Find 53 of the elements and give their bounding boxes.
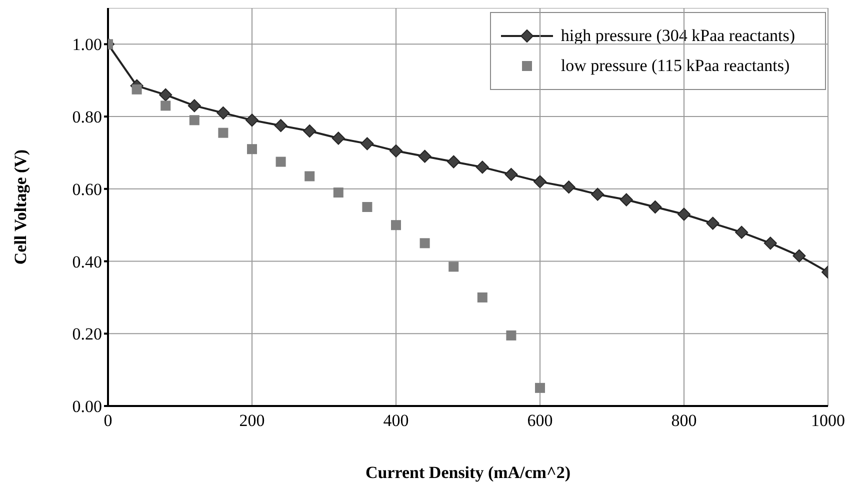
x-tick-label: 0 bbox=[104, 411, 112, 430]
point bbox=[620, 193, 633, 206]
x-tick-label: 800 bbox=[671, 411, 697, 430]
point bbox=[333, 188, 344, 198]
point bbox=[678, 208, 690, 221]
y-tick-label: 0.40 bbox=[72, 252, 102, 272]
point bbox=[735, 226, 748, 239]
y-tick-label: 0.80 bbox=[72, 108, 102, 127]
point bbox=[303, 124, 316, 138]
point bbox=[360, 137, 374, 150]
point bbox=[276, 156, 286, 167]
point bbox=[447, 155, 460, 168]
x-tick-label: 200 bbox=[239, 411, 265, 430]
x-tick-label: 400 bbox=[383, 411, 409, 430]
point bbox=[448, 262, 459, 272]
point bbox=[418, 150, 432, 163]
point bbox=[332, 132, 345, 145]
x-tick-label: 600 bbox=[527, 411, 553, 430]
point bbox=[506, 330, 516, 340]
point bbox=[764, 236, 777, 250]
point bbox=[216, 106, 230, 120]
point bbox=[159, 88, 172, 102]
point bbox=[420, 238, 430, 248]
x-tick-label: 1000 bbox=[811, 411, 845, 430]
point bbox=[362, 202, 372, 212]
point bbox=[535, 382, 545, 393]
y-tick-label: 0.00 bbox=[72, 397, 102, 416]
point bbox=[189, 115, 200, 126]
point bbox=[534, 175, 546, 188]
point bbox=[304, 171, 315, 182]
point bbox=[160, 100, 171, 111]
point bbox=[792, 249, 806, 262]
point bbox=[706, 216, 720, 230]
y-tick-label: 0.20 bbox=[72, 324, 102, 344]
point bbox=[247, 144, 257, 154]
point bbox=[391, 220, 401, 230]
y-tick-label: 1.00 bbox=[72, 35, 102, 54]
point bbox=[188, 99, 201, 112]
point bbox=[274, 119, 288, 132]
point bbox=[562, 180, 576, 194]
point bbox=[477, 292, 488, 302]
y-tick-label: 0.60 bbox=[72, 180, 102, 199]
point bbox=[504, 168, 518, 181]
point bbox=[246, 114, 258, 127]
point bbox=[218, 128, 228, 138]
legend-label: low pressure (115 kPaa reactants) bbox=[560, 56, 790, 76]
point bbox=[390, 144, 402, 158]
point bbox=[476, 160, 489, 174]
point bbox=[591, 188, 604, 201]
x-axis-title: Current Density (mA/cm^2) bbox=[365, 463, 571, 482]
y-axis-title: Cell Voltage (V) bbox=[11, 149, 30, 265]
point bbox=[648, 200, 662, 214]
point bbox=[132, 84, 142, 94]
